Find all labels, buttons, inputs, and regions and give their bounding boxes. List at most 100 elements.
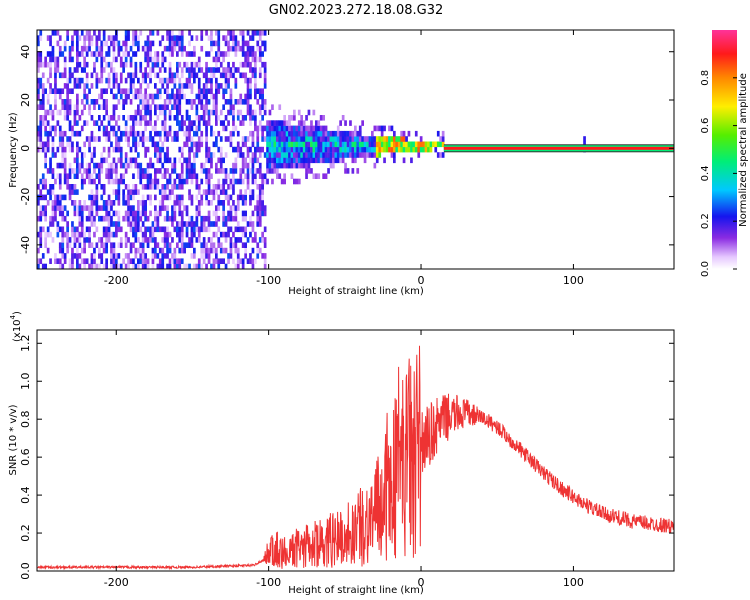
spectrogram-cell — [51, 146, 55, 153]
spectrogram-cell — [288, 136, 291, 142]
spectrogram-cell — [215, 51, 218, 57]
spectrogram-cell — [110, 40, 113, 47]
spectrogram-cell — [156, 242, 160, 248]
spectrogram-cell — [100, 253, 104, 259]
spectrogram-cell — [98, 205, 101, 211]
spectrogram-cell — [222, 67, 225, 73]
spectrogram-cell — [112, 83, 116, 89]
spectrogram-cell — [241, 168, 245, 174]
spectrogram-cell — [224, 237, 228, 243]
snr-multiplier-exponent: 4 — [9, 314, 17, 319]
spectrogram-cell — [37, 51, 40, 57]
spectrogram-cell — [222, 120, 225, 126]
spectrogram-cell — [144, 253, 147, 259]
spectrogram-cell — [344, 136, 347, 142]
spectrogram-cell — [98, 253, 101, 259]
spectrogram-cell — [207, 189, 211, 195]
spectrogram-cell — [202, 258, 206, 264]
spectrogram-cell — [95, 173, 99, 179]
spectrogram-cell — [217, 115, 221, 121]
spectrogram-cell — [95, 51, 99, 57]
spectrogram-cell — [93, 221, 96, 227]
spectrogram-cell — [215, 168, 218, 174]
spectrogram-cell — [63, 231, 67, 238]
spectrogram-xlabel: Height of straight line (km) — [288, 286, 424, 297]
spectrogram-cell — [254, 258, 257, 264]
spectrogram-cell — [244, 61, 247, 68]
spectrogram-cell — [363, 136, 367, 142]
spectrogram-cell — [183, 83, 186, 89]
spectrogram-cell — [249, 253, 252, 259]
spectrogram-cell — [234, 77, 238, 84]
spectrogram-cell — [244, 115, 247, 121]
spectrogram-cell — [290, 136, 294, 142]
spectrogram-cell — [249, 146, 252, 153]
spectrogram-cell — [197, 67, 201, 73]
spectrogram-cell — [88, 168, 91, 174]
spectrogram-cell — [100, 194, 104, 201]
spectrogram-cell — [297, 152, 301, 158]
spectrogram-cell — [110, 168, 113, 174]
spectrogram-cell — [166, 83, 169, 89]
spectrogram-cell — [71, 189, 74, 195]
spectrogram-cell — [232, 104, 235, 110]
spectrogram-cell — [141, 194, 145, 201]
spectrogram-cell — [290, 115, 294, 121]
spectrogram-cell — [224, 178, 228, 185]
spectrogram-cell — [283, 120, 286, 126]
spectrogram-cell — [197, 258, 201, 264]
y-tick-label: 0.6 — [19, 448, 32, 466]
spectrogram-cell — [239, 173, 243, 179]
spectrogram-cell — [375, 146, 379, 153]
spectrogram-cell — [202, 115, 206, 121]
spectrogram-cell — [46, 247, 50, 254]
spectrogram-cell — [61, 194, 65, 201]
spectrogram-cell — [78, 77, 82, 84]
spectrogram-cell — [217, 178, 221, 185]
spectrogram-cell — [151, 253, 155, 259]
spectrogram-cell — [46, 136, 50, 142]
spectrogram-cell — [229, 136, 233, 142]
spectrogram-cell — [263, 205, 267, 211]
spectrogram-cell — [63, 72, 67, 79]
spectrogram-cell — [141, 237, 145, 243]
spectrogram-cell — [278, 162, 282, 169]
spectrogram-cell — [73, 189, 77, 195]
spectrogram-cell — [144, 215, 147, 222]
spectrogram-cell — [249, 88, 252, 94]
spectrogram-cell — [173, 253, 177, 259]
spectrogram-cell — [424, 141, 428, 148]
spectrogram-cell — [144, 210, 147, 217]
spectrogram-cell — [151, 67, 155, 73]
spectrogram-cell — [249, 200, 252, 206]
spectrogram-cell — [141, 104, 145, 110]
spectrogram-cell — [88, 242, 91, 248]
spectrogram-cell — [90, 136, 94, 142]
spectrogram-cell — [244, 200, 247, 206]
spectrogram-cell — [105, 200, 108, 206]
spectrogram-cell — [107, 237, 111, 243]
spectrogram-cell — [158, 200, 162, 206]
spectrogram-cell — [124, 194, 128, 201]
spectrogram-cell — [271, 120, 274, 126]
spectrogram-cell — [388, 141, 391, 148]
spectrogram-cell — [402, 141, 406, 148]
spectrogram-cell — [88, 263, 91, 269]
spectrogram-cell — [234, 45, 238, 52]
spectrogram-cell — [122, 51, 125, 57]
spectrogram-cell — [132, 205, 135, 211]
spectrogram-cell — [185, 99, 189, 105]
spectrogram-cell — [134, 67, 138, 73]
spectrogram-cell — [68, 104, 72, 110]
spectrogram-cell — [283, 141, 286, 148]
spectrogram-cell — [180, 35, 184, 41]
spectrogram-cell — [44, 152, 47, 158]
spectrogram-cell — [380, 125, 384, 132]
spectrogram-cell — [197, 93, 201, 100]
spectrogram-cell — [232, 231, 235, 238]
spectrogram-cell — [419, 141, 423, 148]
spectrogram-cell — [117, 200, 121, 206]
spectrogram-cell — [234, 247, 238, 254]
spectrogram-cell — [193, 263, 196, 269]
spectrogram-cell — [141, 45, 145, 52]
